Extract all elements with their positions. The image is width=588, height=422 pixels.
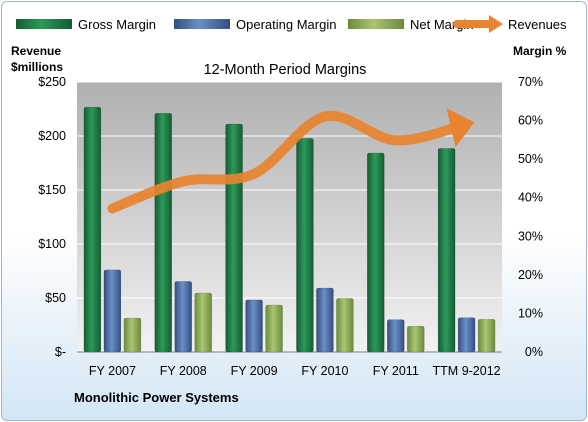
net-margin-bar	[194, 292, 212, 353]
right-axis-ticks: 0% 10% 20% 30% 40% 50% 60% 70%	[518, 75, 543, 359]
category-label: FY 2008	[160, 364, 207, 378]
left-axis-ticks: $- $50 $100 $150 $200 $250	[38, 75, 66, 359]
category-label: FY 2009	[231, 364, 278, 378]
operating-margin-bar	[387, 319, 405, 353]
right-tick-label: 40%	[518, 191, 543, 205]
net-margin-bar	[336, 298, 354, 353]
net-margin-bar	[123, 317, 142, 353]
category-label: TTM 9-2012	[433, 364, 501, 378]
operating-margin-bar	[316, 287, 334, 353]
operating-margin-bar	[245, 299, 263, 353]
operating-margin-legend-label: Operating Margin	[236, 17, 336, 32]
company-name: Monolithic Power Systems	[74, 390, 239, 405]
net-margin-bar	[477, 318, 496, 353]
chart-title: 12-Month Period Margins	[204, 62, 367, 78]
gridlines	[77, 81, 502, 353]
revenues-legend-arrow	[489, 15, 503, 33]
gross-margin-bar	[225, 123, 243, 353]
category-label: FY 2007	[89, 364, 136, 378]
gross-margin-bar	[296, 138, 314, 353]
operating-margin-bar	[457, 317, 476, 353]
left-tick-label: $50	[45, 291, 66, 305]
gross-margin-bar	[437, 148, 456, 353]
right-tick-label: 70%	[518, 75, 543, 89]
operating-margin-bar	[174, 281, 192, 353]
left-tick-label: $200	[38, 129, 66, 143]
revenues-line-path	[107, 108, 475, 214]
gross-margin-bar	[154, 112, 172, 353]
revenues-legend-label: Revenues	[508, 17, 567, 32]
operating-margin-legend-swatch	[174, 19, 230, 29]
category-labels: FY 2007 FY 2008 FY 2009 FY 2010 FY 2011 TTM 9…	[89, 364, 501, 378]
right-tick-label: 0%	[525, 345, 543, 359]
left-tick-label: $150	[38, 183, 66, 197]
legend: Gross Margin Operating Margin Net Margin Re…	[16, 15, 567, 33]
category-label: FY 2011	[373, 364, 419, 378]
net-margin-bar	[407, 325, 425, 353]
right-tick-label: 30%	[518, 229, 543, 243]
left-axis-title-line2: $millions	[11, 60, 63, 74]
right-tick-label: 20%	[518, 268, 543, 282]
operating-margin-bar	[103, 269, 122, 353]
net-margin-legend-swatch	[348, 19, 404, 29]
left-tick-label: $100	[38, 237, 66, 251]
net-margin-bar	[265, 304, 283, 353]
revenues-line	[107, 108, 475, 214]
right-axis-title: Margin %	[513, 44, 567, 58]
right-tick-label: 10%	[518, 306, 543, 320]
left-tick-label: $-	[55, 345, 66, 359]
left-axis-title-line1: Revenue	[11, 44, 61, 58]
category-label: FY 2010	[301, 364, 348, 378]
gross-margin-legend-swatch	[16, 19, 72, 29]
right-tick-label: 50%	[518, 152, 543, 166]
gross-margin-bar	[367, 152, 385, 353]
left-tick-label: $250	[38, 75, 66, 89]
gross-margin-legend-label: Gross Margin	[78, 17, 156, 32]
plot-area	[77, 82, 502, 352]
gross-margin-bar	[83, 106, 102, 353]
right-tick-label: 60%	[518, 114, 543, 128]
